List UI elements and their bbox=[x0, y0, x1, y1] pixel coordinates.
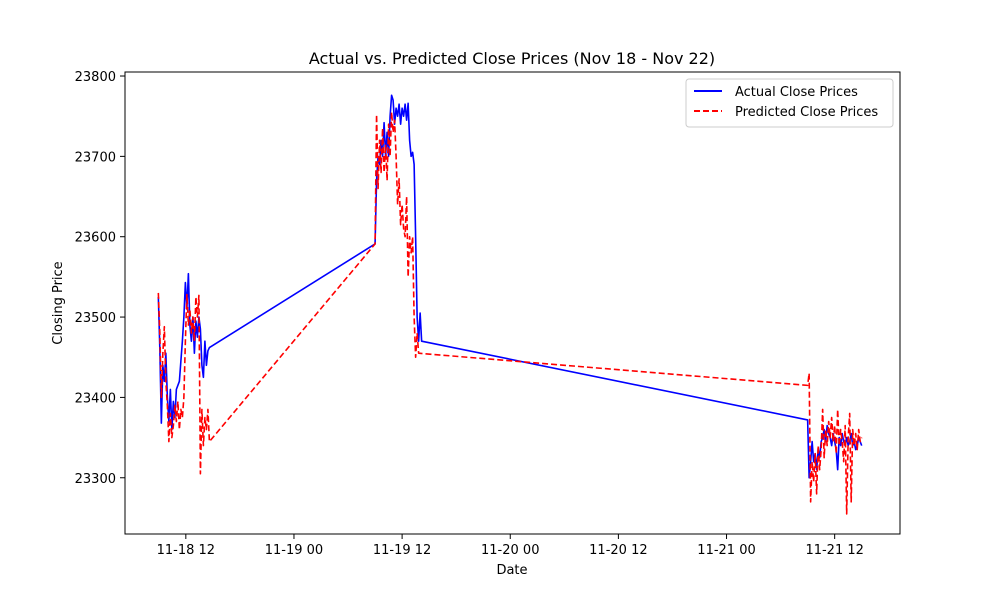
series-layer bbox=[157, 94, 863, 515]
y-tick-label: 23400 bbox=[75, 391, 116, 406]
legend-label-predicted: Predicted Close Prices bbox=[735, 105, 878, 120]
x-tick-label: 11-20 00 bbox=[481, 543, 539, 558]
legend-label-actual: Actual Close Prices bbox=[735, 85, 858, 100]
x-tick-label: 11-19 12 bbox=[373, 543, 431, 558]
x-axis: 11-18 12 11-19 00 11-19 12 11-20 00 11-20 12… bbox=[157, 534, 864, 558]
y-axis: 23300 23400 23500 23600 23700 23800 bbox=[75, 70, 125, 487]
y-tick-label: 23500 bbox=[75, 311, 116, 326]
x-tick-label: 11-21 12 bbox=[805, 543, 863, 558]
y-tick-label: 23700 bbox=[75, 150, 116, 165]
y-tick-label: 23600 bbox=[75, 231, 116, 246]
legend-box bbox=[685, 78, 894, 128]
plot-area bbox=[124, 71, 901, 535]
y-axis-title: Closing Price bbox=[51, 261, 66, 344]
y-tick-label: 23300 bbox=[75, 472, 116, 487]
x-tick-label: 11-19 00 bbox=[265, 543, 323, 558]
x-tick-label: 11-21 00 bbox=[697, 543, 755, 558]
plot-frame bbox=[124, 71, 901, 535]
x-axis-title: Date bbox=[496, 563, 527, 578]
x-tick-label: 11-18 12 bbox=[157, 543, 215, 558]
y-tick-label: 23800 bbox=[75, 70, 116, 85]
chart-title: Actual vs. Predicted Close Prices (Nov 1… bbox=[309, 49, 715, 68]
x-tick-label: 11-20 12 bbox=[589, 543, 647, 558]
series-line-predicted bbox=[157, 111, 863, 515]
legend: Actual Close Prices Predicted Close Pric… bbox=[685, 78, 894, 128]
